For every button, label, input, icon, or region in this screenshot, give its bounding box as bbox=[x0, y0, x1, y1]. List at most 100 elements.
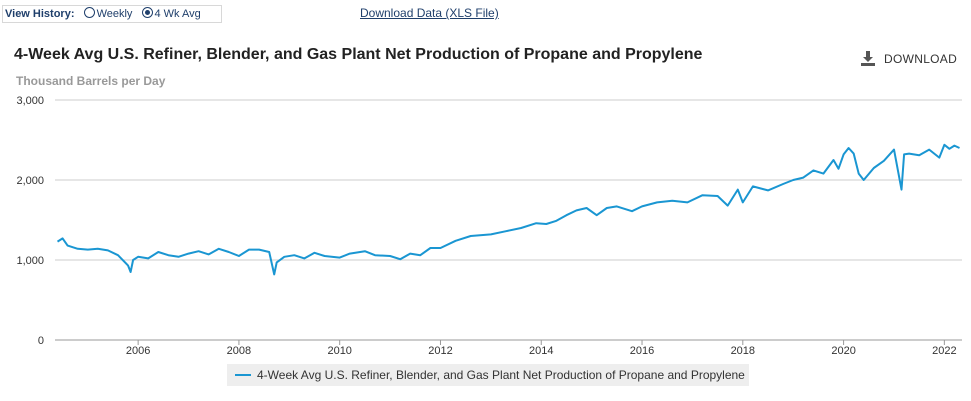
data-point[interactable] bbox=[594, 213, 599, 218]
data-point[interactable] bbox=[629, 209, 634, 214]
data-point[interactable] bbox=[534, 221, 539, 226]
data-point[interactable] bbox=[65, 243, 70, 248]
data-point[interactable] bbox=[735, 187, 740, 192]
data-point[interactable] bbox=[947, 146, 952, 151]
data-point[interactable] bbox=[801, 175, 806, 180]
data-point[interactable] bbox=[428, 246, 433, 251]
data-point[interactable] bbox=[131, 258, 136, 263]
data-point[interactable] bbox=[856, 171, 861, 176]
data-point[interactable] bbox=[398, 257, 403, 262]
data-point[interactable] bbox=[176, 254, 181, 259]
data-point[interactable] bbox=[584, 206, 589, 211]
data-point[interactable] bbox=[952, 143, 957, 148]
legend[interactable]: 4-Week Avg U.S. Refiner, Blender, and Ga… bbox=[227, 364, 749, 386]
data-point[interactable] bbox=[126, 263, 131, 268]
data-point[interactable] bbox=[453, 238, 458, 243]
data-point[interactable] bbox=[216, 246, 221, 251]
data-point[interactable] bbox=[60, 236, 65, 241]
data-point[interactable] bbox=[128, 270, 133, 275]
data-point[interactable] bbox=[274, 260, 279, 265]
data-point[interactable] bbox=[891, 147, 896, 152]
data-point[interactable] bbox=[871, 166, 876, 171]
data-point[interactable] bbox=[282, 254, 287, 259]
data-point[interactable] bbox=[156, 250, 161, 255]
data-point[interactable] bbox=[725, 203, 730, 208]
data-point[interactable] bbox=[881, 158, 886, 163]
data-point[interactable] bbox=[337, 255, 342, 260]
data-point[interactable] bbox=[488, 232, 493, 237]
data-point[interactable] bbox=[544, 222, 549, 227]
data-point[interactable] bbox=[438, 246, 443, 251]
data-point[interactable] bbox=[519, 226, 524, 231]
weekly-radio[interactable] bbox=[83, 7, 95, 18]
data-point[interactable] bbox=[614, 204, 619, 209]
data-point[interactable] bbox=[55, 239, 60, 244]
data-point[interactable] bbox=[700, 193, 705, 198]
data-point[interactable] bbox=[226, 250, 231, 255]
data-point[interactable] bbox=[957, 146, 962, 151]
download-data-link[interactable]: Download Data (XLS File) bbox=[360, 6, 499, 20]
data-point[interactable] bbox=[841, 152, 846, 157]
data-point[interactable] bbox=[408, 251, 413, 256]
data-point[interactable] bbox=[257, 247, 262, 252]
data-point[interactable] bbox=[362, 249, 367, 254]
data-point[interactable] bbox=[166, 253, 171, 258]
data-point[interactable] bbox=[811, 168, 816, 173]
data-point[interactable] bbox=[246, 247, 251, 252]
data-point[interactable] bbox=[418, 253, 423, 258]
weekly-option-label[interactable]: Weekly bbox=[96, 8, 133, 20]
data-point[interactable] bbox=[846, 146, 851, 151]
data-point[interactable] bbox=[136, 254, 141, 259]
data-point[interactable] bbox=[655, 200, 660, 205]
4wk-avg-radio[interactable] bbox=[141, 7, 153, 18]
data-point[interactable] bbox=[267, 250, 272, 255]
data-point[interactable] bbox=[927, 147, 932, 152]
data-point[interactable] bbox=[206, 252, 211, 257]
data-point[interactable] bbox=[899, 187, 904, 192]
data-point[interactable] bbox=[564, 213, 569, 218]
data-point[interactable] bbox=[554, 218, 559, 223]
data-point[interactable] bbox=[146, 256, 151, 261]
data-point[interactable] bbox=[851, 151, 856, 156]
data-point[interactable] bbox=[372, 253, 377, 258]
data-point[interactable] bbox=[105, 248, 110, 253]
data-point[interactable] bbox=[791, 178, 796, 183]
data-point[interactable] bbox=[115, 253, 120, 258]
data-point[interactable] bbox=[312, 250, 317, 255]
data-point[interactable] bbox=[821, 171, 826, 176]
data-point[interactable] bbox=[85, 247, 90, 252]
data-point[interactable] bbox=[322, 254, 327, 259]
data-point[interactable] bbox=[292, 253, 297, 258]
data-point[interactable] bbox=[95, 246, 100, 251]
data-point[interactable] bbox=[781, 182, 786, 187]
data-point[interactable] bbox=[640, 204, 645, 209]
download-button[interactable]: DOWNLOAD bbox=[860, 50, 957, 69]
data-point[interactable] bbox=[917, 153, 922, 158]
data-point[interactable] bbox=[670, 198, 675, 203]
4wk-avg-option-label[interactable]: 4 Wk Avg bbox=[154, 8, 201, 20]
data-point[interactable] bbox=[861, 178, 866, 183]
data-point[interactable] bbox=[937, 155, 942, 160]
data-point[interactable] bbox=[836, 166, 841, 171]
data-point[interactable] bbox=[468, 234, 473, 239]
data-point[interactable] bbox=[715, 194, 720, 199]
data-point[interactable] bbox=[766, 188, 771, 193]
data-point[interactable] bbox=[831, 158, 836, 163]
data-point[interactable] bbox=[902, 152, 907, 157]
data-point[interactable] bbox=[750, 184, 755, 189]
data-point[interactable] bbox=[740, 200, 745, 205]
data-point[interactable] bbox=[236, 254, 241, 259]
data-point[interactable] bbox=[302, 256, 307, 261]
data-point[interactable] bbox=[272, 272, 277, 277]
data-point[interactable] bbox=[685, 200, 690, 205]
data-point[interactable] bbox=[907, 151, 912, 156]
data-point[interactable] bbox=[503, 229, 508, 234]
data-point[interactable] bbox=[347, 251, 352, 256]
data-point[interactable] bbox=[186, 251, 191, 256]
data-point[interactable] bbox=[388, 254, 393, 259]
data-point[interactable] bbox=[75, 246, 80, 251]
data-point[interactable] bbox=[196, 249, 201, 254]
data-point[interactable] bbox=[604, 206, 609, 211]
data-point[interactable] bbox=[574, 208, 579, 213]
data-point[interactable] bbox=[942, 142, 947, 147]
